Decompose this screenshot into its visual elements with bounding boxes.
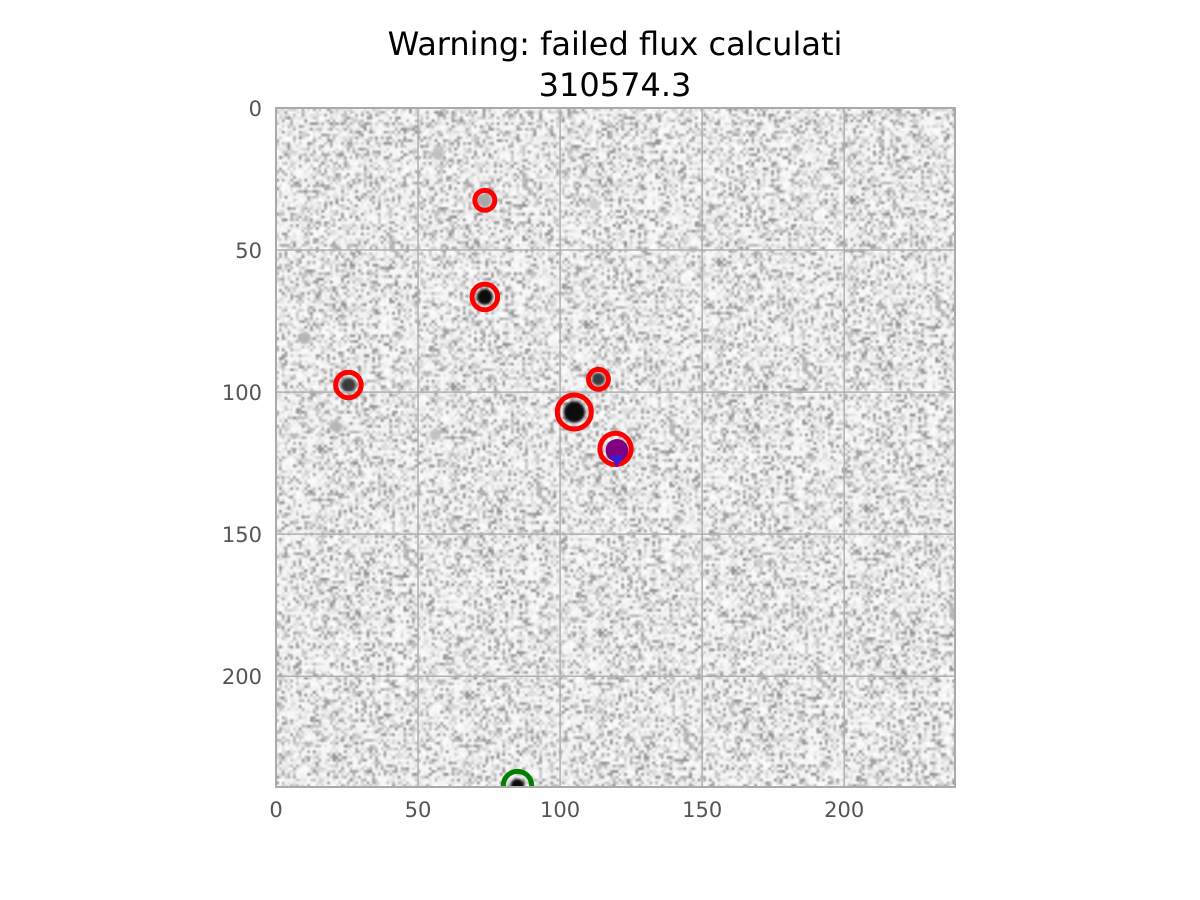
star-point [563,401,586,423]
detection-ring [333,369,364,401]
plot-frame [275,107,956,788]
target-marker [609,455,624,468]
y-tick-label: 200 [222,665,262,689]
detection-ring [554,392,594,432]
chart-title-line-2: 310574.3 [539,66,692,104]
star-point [341,377,356,393]
reference-ring [500,768,535,787]
star-point [476,288,493,305]
y-tick-label: 150 [222,523,262,547]
x-tick-label: 100 [540,798,580,822]
star-point [477,193,492,208]
plot-area [276,108,955,787]
marker-layer [333,187,634,787]
star-point [754,558,764,567]
plot-border [275,107,956,788]
star-point [591,372,605,386]
x-tick-label: 150 [682,798,722,822]
star-point [298,331,311,345]
chart-title-line-1: Warning: failed flux calculati [388,25,843,63]
detection-ring [586,366,611,392]
star-point [432,147,444,160]
y-tick-label: 100 [222,381,262,405]
y-tick-label: 50 [235,239,262,263]
star-point [510,778,525,787]
tick-labels: 0 50 100 150 200 0 50 100 150 200 [222,97,864,822]
x-tick-label: 50 [405,798,432,822]
grid-layer [276,108,955,787]
x-tick-label: 0 [269,798,282,822]
y-tick-label: 0 [249,97,262,121]
detection-ring [472,187,498,213]
star-point [429,429,441,441]
x-tick-label: 200 [824,798,864,822]
detection-ring [469,281,501,313]
star-point [588,198,600,211]
star-point [329,420,342,432]
star-layer [298,147,764,787]
